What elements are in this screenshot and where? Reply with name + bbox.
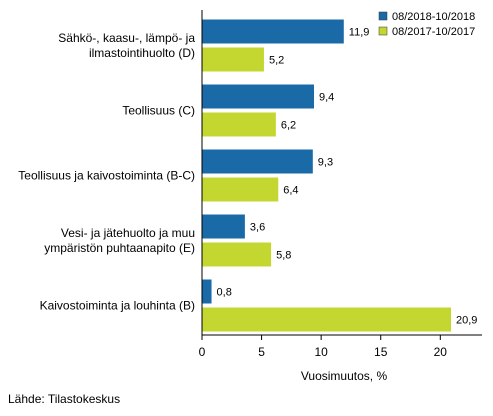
- data-label: 9,3: [318, 157, 333, 169]
- data-label: 6,4: [283, 185, 298, 197]
- legend-swatch: [378, 11, 388, 21]
- data-label: 3,6: [250, 222, 265, 234]
- category-label: Teollisuus (C): [122, 104, 195, 118]
- bar: [202, 112, 276, 137]
- x-tick-label: 0: [199, 345, 206, 359]
- x-tick-label: 10: [314, 345, 328, 359]
- x-tick-label: 5: [258, 345, 265, 359]
- data-label: 0,8: [217, 287, 232, 299]
- x-axis-title: Vuosimuutos, %: [301, 369, 388, 383]
- bar: [202, 214, 245, 239]
- category-label: Sähkö-, kaasu-, lämpö- ja: [58, 31, 195, 45]
- legend-swatch: [378, 26, 388, 36]
- bar: [202, 47, 264, 72]
- category-label: Kaivostoiminta ja louhinta (B): [40, 299, 195, 313]
- category-label: ympäristön puhtaanapito (E): [44, 241, 195, 255]
- category-label: Teollisuus ja kaivostoiminta (B-C): [18, 169, 195, 183]
- bar: [202, 177, 279, 202]
- bar: [202, 279, 212, 304]
- bar: [202, 19, 344, 44]
- data-label: 5,8: [276, 250, 291, 262]
- category-label: ilmastointihuolto (D): [89, 46, 195, 60]
- x-tick-label: 15: [374, 345, 388, 359]
- legend-entry: 08/2018-10/2018: [392, 11, 475, 23]
- data-label: 6,2: [281, 120, 296, 132]
- source-note: Lähde: Tilastokeskus: [8, 392, 121, 406]
- data-label: 9,4: [319, 92, 334, 104]
- x-tick-label: 20: [434, 345, 448, 359]
- bar: [202, 242, 272, 267]
- data-label: 11,9: [349, 27, 370, 39]
- bar: [202, 307, 452, 332]
- legend-entry: 08/2017-10/2017: [392, 26, 475, 38]
- bar: [202, 149, 313, 174]
- data-label: 5,2: [269, 55, 284, 67]
- data-label: 20,9: [456, 315, 477, 327]
- bar: [202, 84, 314, 109]
- category-label: Vesi- ja jätehuolto ja muu: [61, 226, 195, 240]
